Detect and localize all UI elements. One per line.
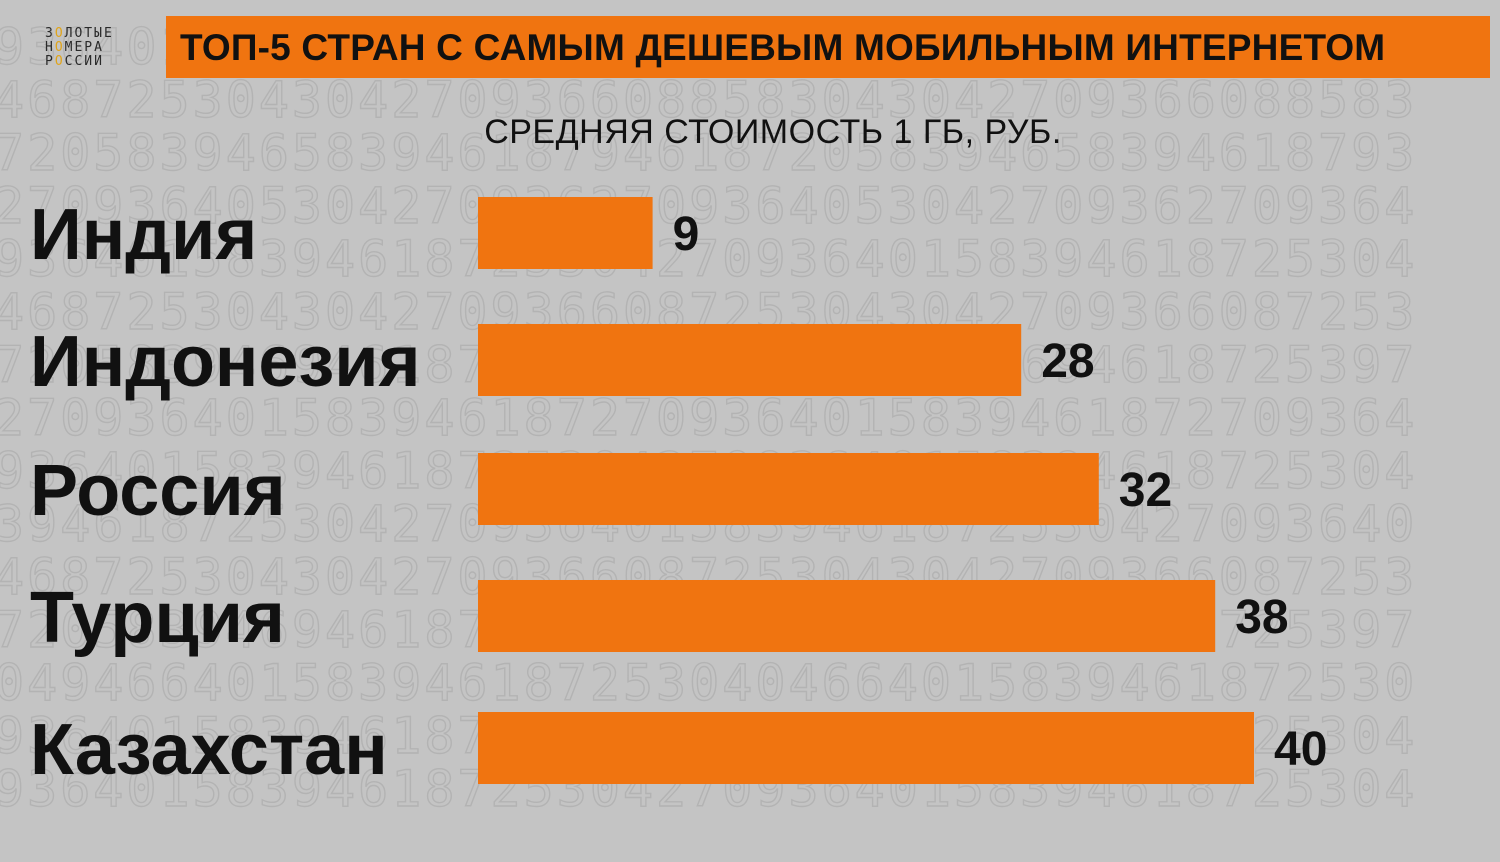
bar xyxy=(478,197,653,269)
category-label: Россия xyxy=(30,451,286,531)
background-digit-row: 2709364015839461872709364015839461872709… xyxy=(0,389,1418,447)
background-digit-row: 4687253043042709366088583043042709366088… xyxy=(0,71,1418,129)
bar xyxy=(478,453,1099,525)
value-label: 28 xyxy=(1041,335,1094,388)
background-digit-row: 7205839465839461879461872058394658394618… xyxy=(0,124,1418,182)
category-label: Индия xyxy=(30,195,257,275)
bar xyxy=(478,712,1254,784)
background-digit-row: 2709364053042709362709364053042709362709… xyxy=(0,177,1418,235)
page-title: ТОП-5 СТРАН С САМЫМ ДЕШЕВЫМ МОБИЛЬНЫМ ИН… xyxy=(180,27,1386,68)
value-label: 32 xyxy=(1119,464,1172,517)
category-label: Турция xyxy=(30,578,285,658)
logo-highlight-letter: О xyxy=(54,26,65,41)
bar xyxy=(478,580,1216,652)
logo-highlight-letter: О xyxy=(54,54,65,69)
bar xyxy=(478,324,1022,396)
category-label: Индонезия xyxy=(30,322,421,402)
logo-line-2: НОМЕРА xyxy=(45,40,104,55)
value-label: 40 xyxy=(1274,723,1327,776)
value-label: 38 xyxy=(1235,591,1288,644)
logo-line-1: ЗОЛОТЫЕ xyxy=(45,26,114,41)
logo-line-3: РОССИИ xyxy=(45,54,104,69)
title-bar: ТОП-5 СТРАН С САМЫМ ДЕШЕВЫМ МОБИЛЬНЫМ ИН… xyxy=(166,16,1490,78)
logo-highlight-letter: О xyxy=(54,40,65,55)
category-label: Казахстан xyxy=(30,710,388,790)
background-digit-row: 0494664015839461872530404664015839461872… xyxy=(0,654,1418,712)
logo: ЗОЛОТЫЕ НОМЕРА РОССИИ xyxy=(45,27,114,69)
background-digit-row: 9364015839461872530427093640158394618725… xyxy=(0,230,1418,288)
value-label: 9 xyxy=(673,208,700,261)
chart-subtitle: СРЕДНЯЯ СТОИМОСТЬ 1 ГБ, РУБ. xyxy=(484,113,1062,151)
